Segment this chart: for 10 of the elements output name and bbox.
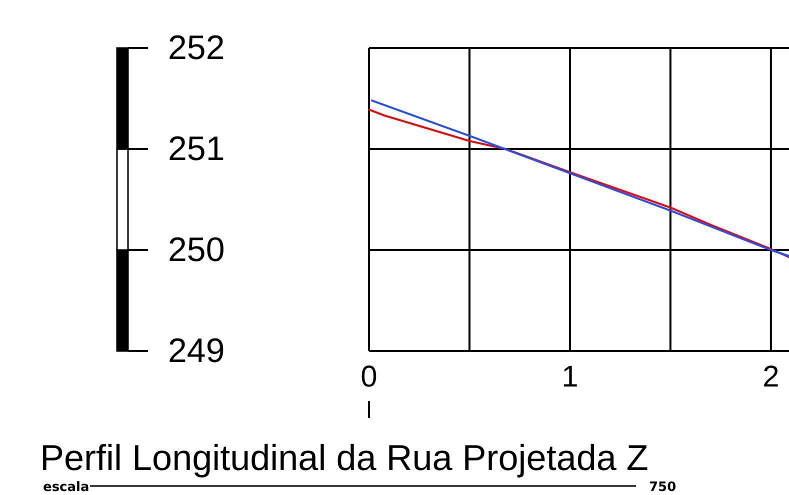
x-tick-label: 1	[562, 360, 578, 394]
x-tick-label: 2	[762, 360, 780, 394]
text: Perfil Longitudinal da Rua Projetada Z	[40, 437, 648, 478]
y-tick-label: 252	[168, 28, 225, 67]
y-tick-label: 251	[168, 130, 225, 168]
y-tick-label: 249	[168, 332, 225, 370]
text: 750	[649, 480, 676, 495]
text: escala	[43, 480, 90, 495]
x-tick-label: 0	[360, 360, 378, 394]
y-tick-label: 250	[168, 230, 225, 269]
